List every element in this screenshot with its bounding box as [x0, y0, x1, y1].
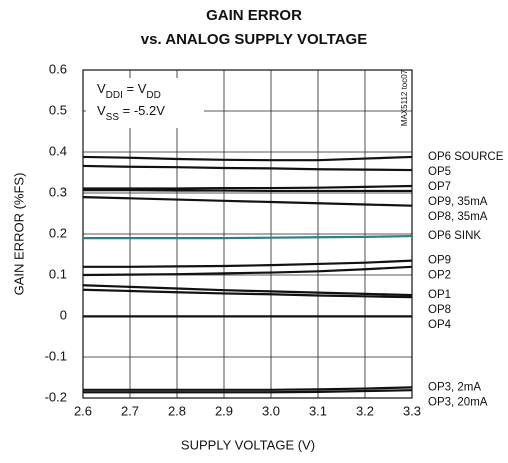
- legend-label: OP9: [428, 255, 451, 267]
- series-line: [83, 389, 413, 394]
- series-line: [82, 284, 413, 297]
- series-line: [82, 265, 413, 277]
- legend-label: OP2: [428, 270, 451, 282]
- y-tick-label: 0: [60, 307, 67, 322]
- series-line: [83, 189, 412, 193]
- y-tick-label: 0.3: [49, 184, 67, 199]
- y-tick-label: 0.6: [49, 61, 67, 76]
- plot-frame: [82, 69, 413, 399]
- y-tick-label: 0.1: [49, 266, 67, 281]
- legend-label: OP9, 35mA: [428, 196, 488, 208]
- annotation-sub: DDI: [106, 90, 123, 101]
- annotation-sub: SS: [106, 112, 120, 123]
- legend-label: OP6 SINK: [428, 230, 481, 242]
- series-line: [83, 234, 413, 240]
- series-line: [82, 164, 413, 172]
- chart-title: GAIN ERROR: [206, 7, 302, 24]
- x-tick-label: 2.7: [121, 403, 139, 418]
- series-line: [82, 288, 413, 299]
- annotation-text: V: [97, 103, 106, 118]
- legend-label: OP8, 35mA: [428, 211, 488, 223]
- x-tick-label: 3.3: [403, 403, 421, 418]
- x-tick-label: 2.9: [215, 403, 233, 418]
- y-tick-label: -0.2: [45, 389, 67, 404]
- x-tick-label: 3.2: [356, 403, 374, 418]
- legend-label: OP7: [428, 181, 451, 193]
- y-tick-label: -0.1: [45, 348, 67, 363]
- series-line: [83, 386, 413, 391]
- legend-label: OP3, 2mA: [428, 381, 481, 393]
- x-tick-label: 2.6: [74, 403, 92, 418]
- series-line: [83, 184, 413, 190]
- x-tick-label: 3.1: [309, 403, 327, 418]
- legend-label: OP5: [428, 166, 451, 178]
- annotation-sub: DD: [146, 90, 160, 101]
- x-tick-label: 2.8: [168, 403, 186, 418]
- annotation-text: V: [97, 81, 106, 96]
- legend-label: OP8: [428, 304, 451, 316]
- legend-label: OP6 SOURCE: [428, 151, 504, 163]
- legend-label: OP1: [428, 289, 451, 301]
- x-tick-label: 3.0: [262, 403, 280, 418]
- series-line: [82, 196, 413, 207]
- series-line: [83, 259, 413, 268]
- annotation: VDDI = VDD: [97, 81, 161, 101]
- y-tick-label: 0.5: [49, 102, 67, 117]
- x-axis-label: SUPPLY VOLTAGE (V): [181, 437, 315, 452]
- annotation: VSS = -5.2V: [97, 103, 165, 123]
- y-axis-label: GAIN ERROR (%FS): [11, 173, 26, 296]
- annotation-text: = -5.2V: [119, 103, 165, 118]
- legend-label: OP3, 20mA: [428, 396, 488, 408]
- chart-subtitle: vs. ANALOG SUPPLY VOLTAGE: [141, 31, 367, 48]
- annotation-text: = V: [123, 81, 147, 96]
- y-tick-label: 0.2: [49, 225, 67, 240]
- side-note: MAX5112 toc07: [400, 69, 409, 126]
- annotation-bg: [86, 78, 204, 128]
- legend-label: OP4: [428, 319, 452, 331]
- series-line: [82, 155, 413, 162]
- y-tick-label: 0.4: [49, 143, 67, 158]
